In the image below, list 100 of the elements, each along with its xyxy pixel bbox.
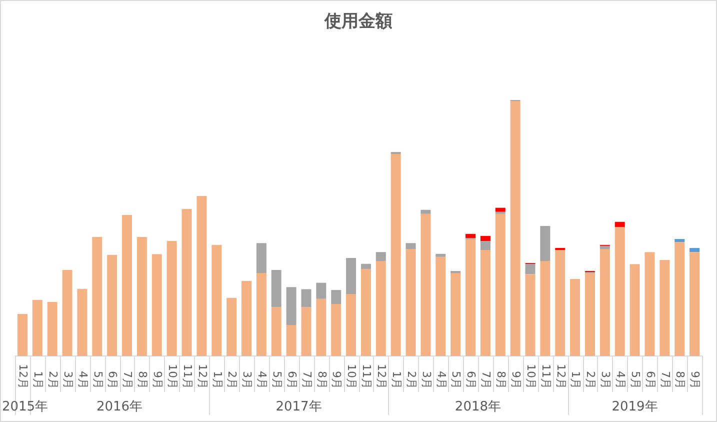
bar — [614, 226, 625, 356]
bar — [256, 273, 266, 356]
x-tick-label: 5月 — [270, 371, 284, 389]
bar — [480, 250, 490, 356]
bar — [480, 236, 490, 242]
bar — [136, 236, 147, 356]
bar — [286, 325, 296, 356]
bar — [271, 307, 282, 356]
x-tick-label: 6月 — [464, 371, 478, 389]
x-tick-label: 3月 — [61, 371, 74, 389]
x-tick-label: 2月 — [404, 371, 418, 389]
bar — [331, 290, 342, 304]
bar — [600, 246, 610, 249]
bar — [540, 226, 550, 262]
x-tick-label: 9月 — [151, 371, 164, 389]
bar — [406, 248, 416, 356]
bar — [436, 254, 446, 257]
x-tick-label: 2月 — [226, 371, 239, 389]
bar — [600, 248, 610, 356]
bar — [555, 250, 566, 356]
bar — [630, 264, 640, 356]
bar — [256, 243, 266, 274]
bar — [450, 273, 461, 356]
bar — [92, 236, 102, 356]
bar — [152, 254, 162, 356]
x-tick-label: 11月 — [539, 364, 552, 389]
bar — [466, 234, 476, 238]
x-tick-label: 5月 — [628, 371, 642, 389]
bar — [690, 252, 700, 356]
x-tick-label: 4月 — [614, 371, 627, 389]
bar — [555, 248, 566, 250]
x-tick-label: 12月 — [554, 364, 568, 389]
bar — [495, 214, 506, 356]
x-tick-label: 6月 — [106, 371, 120, 389]
text: 2016年 — [96, 399, 143, 414]
bar — [420, 214, 431, 356]
x-tick-label: 12月 — [196, 364, 209, 389]
x-tick-label: 9月 — [330, 371, 344, 389]
bar — [316, 282, 326, 299]
x-tick-label: 2月 — [584, 371, 598, 389]
bar — [77, 288, 88, 356]
bar — [346, 294, 356, 356]
bar — [480, 241, 490, 250]
bar — [360, 268, 371, 356]
x-tick-label: 1月 — [32, 371, 45, 389]
x-tick-label: 2月 — [46, 371, 60, 389]
bar — [301, 307, 312, 356]
text: 2019年 — [612, 399, 658, 414]
x-tick-label: 11月 — [180, 364, 194, 389]
bar — [525, 264, 536, 274]
x-tick-label: 9月 — [509, 371, 522, 389]
x-tick-label: 8月 — [136, 371, 150, 389]
bar — [47, 302, 58, 356]
x-tick-label: 3月 — [420, 371, 433, 389]
bar — [286, 287, 296, 326]
bar — [466, 239, 476, 356]
bar — [316, 298, 326, 356]
x-tick-label: 10月 — [345, 364, 358, 389]
x-tick-label: 12月 — [16, 364, 30, 389]
x-tick-label: 5月 — [91, 371, 104, 389]
x-tick-label: 12月 — [375, 364, 388, 389]
x-tick-label: 8月 — [315, 371, 328, 389]
x-tick-label: 4月 — [256, 371, 269, 389]
x-tick-label: 7月 — [658, 371, 672, 389]
x-tick-label: 4月 — [76, 371, 90, 389]
bar — [525, 274, 536, 356]
bar — [674, 239, 685, 242]
bar — [271, 270, 282, 308]
bar — [674, 242, 685, 356]
bar — [510, 101, 520, 356]
x-tick-label: 7月 — [121, 371, 134, 389]
bar — [32, 300, 42, 356]
bar — [690, 248, 700, 252]
text: 2018年 — [454, 399, 502, 414]
bar — [360, 264, 371, 269]
bar — [376, 261, 386, 356]
x-tick-label: 7月 — [300, 371, 314, 389]
bar — [390, 154, 401, 356]
bar — [436, 256, 446, 356]
bar — [660, 260, 670, 356]
bar — [182, 209, 192, 356]
x-tick-label: 5月 — [450, 371, 463, 389]
text: 2017年 — [276, 399, 322, 414]
x-tick-label: 7月 — [480, 371, 493, 389]
x-tick-label: 4月 — [434, 371, 448, 389]
bar — [540, 261, 550, 356]
bar — [196, 196, 207, 356]
x-tick-label: 1月 — [569, 371, 582, 389]
bar — [644, 252, 655, 356]
x-tick-label: 3月 — [599, 371, 612, 389]
bar — [241, 280, 252, 356]
x-tick-label: 11月 — [360, 364, 374, 389]
x-tick-label: 8月 — [494, 371, 508, 389]
bar — [331, 304, 342, 356]
bar — [614, 222, 625, 227]
x-tick-label: 1月 — [390, 371, 403, 389]
bar — [495, 208, 506, 212]
chart-title: 使用金額 — [324, 11, 392, 32]
x-tick-label: 3月 — [240, 371, 254, 389]
bar — [406, 243, 416, 249]
